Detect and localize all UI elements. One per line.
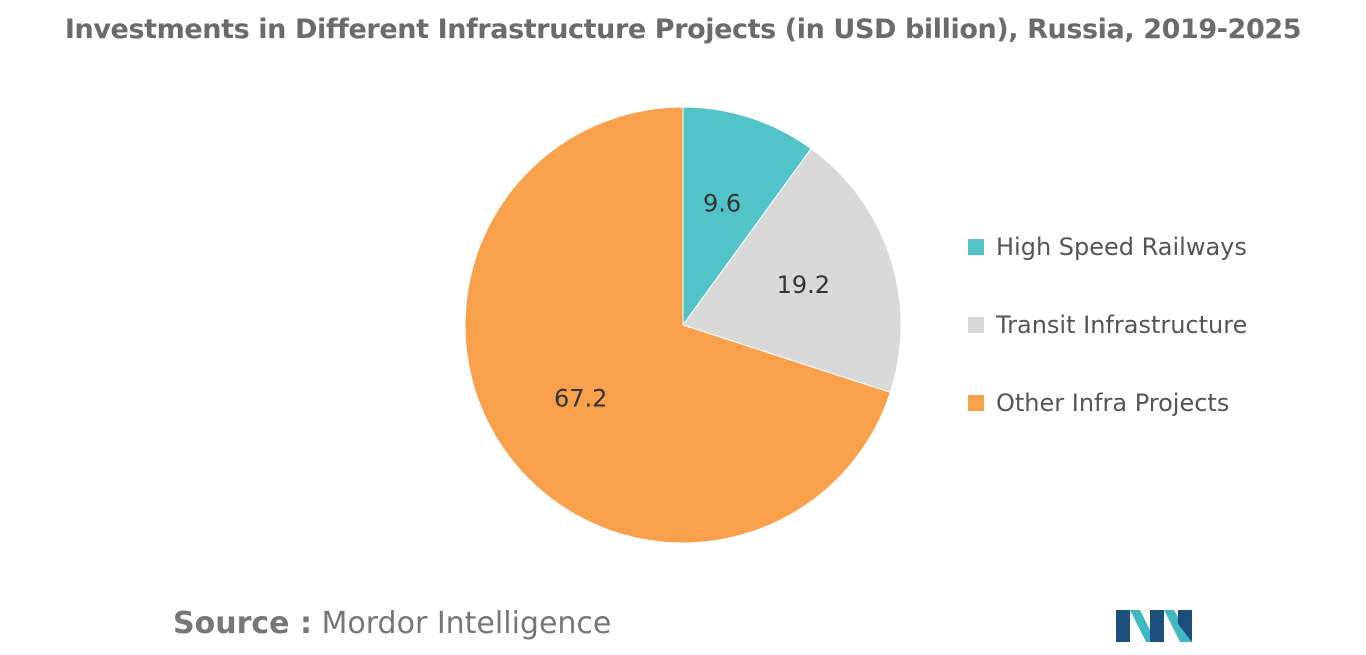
legend-swatch [968, 317, 984, 333]
legend-label: High Speed Railways [996, 233, 1247, 261]
legend-item-high-speed-railways[interactable]: High Speed Railways [968, 232, 1247, 262]
legend: High Speed Railways Transit Infrastructu… [968, 232, 1247, 466]
legend-item-other-infra-projects[interactable]: Other Infra Projects [968, 388, 1247, 418]
logo-shape-right [1178, 610, 1192, 642]
logo-shape-diag-2 [1164, 610, 1192, 642]
legend-swatch [968, 395, 984, 411]
logo-shape-diag-1 [1130, 610, 1156, 642]
legend-item-transit-infrastructure[interactable]: Transit Infrastructure [968, 310, 1247, 340]
source-prefix: Source : [173, 606, 312, 641]
pie-slice-high-speed-railways[interactable] [682, 106, 812, 327]
legend-label: Other Infra Projects [996, 389, 1230, 417]
pie-slice-transit-infrastructure[interactable] [682, 147, 902, 394]
mordor-intelligence-logo [1116, 610, 1192, 642]
source-text: Mordor Intelligence [321, 606, 612, 641]
data-label: 9.6 [703, 190, 741, 218]
pie-slice-other-infra-projects[interactable] [464, 106, 891, 544]
legend-swatch [968, 239, 984, 255]
pie-slices [464, 106, 902, 544]
pie-value-labels: 9.6 19.2 67.2 [554, 190, 830, 413]
data-label: 67.2 [554, 384, 607, 412]
chart-title: Investments in Different Infrastructure … [64, 14, 1302, 45]
logo-shape-middle [1150, 610, 1164, 642]
source-credit: Source : Mordor Intelligence [173, 606, 611, 641]
legend-label: Transit Infrastructure [996, 311, 1248, 339]
data-label: 19.2 [777, 271, 830, 299]
logo-shape-left [1116, 610, 1130, 642]
